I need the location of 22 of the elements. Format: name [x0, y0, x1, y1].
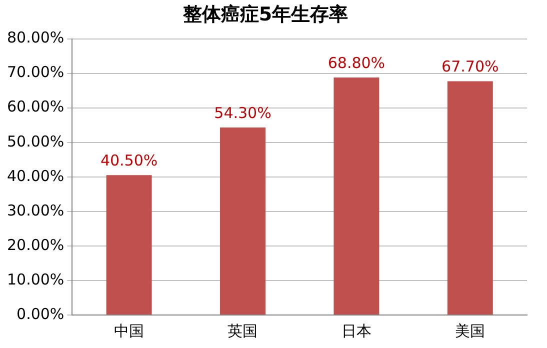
y-tick-label: 80.00%: [6, 28, 64, 47]
bar: [106, 175, 152, 314]
y-tick-label: 70.00%: [6, 63, 64, 82]
y-tick-label: 0.00%: [16, 304, 64, 323]
y-tick-label: 40.00%: [6, 166, 64, 185]
y-tick-label: 30.00%: [6, 201, 64, 220]
data-label: 67.70%: [442, 58, 499, 76]
y-tick-label: 20.00%: [6, 236, 64, 254]
y-tick-label: 50.00%: [6, 132, 64, 150]
x-tick-label: 中国: [114, 322, 144, 340]
data-label: 68.80%: [328, 54, 386, 72]
x-tick-label: 英国: [228, 322, 258, 340]
bar: [447, 81, 493, 314]
x-tick-label: 美国: [455, 322, 486, 340]
bar: [334, 77, 380, 314]
data-label: 40.50%: [100, 152, 158, 170]
y-tick-label: 60.00%: [6, 98, 64, 116]
data-label: 54.30%: [214, 104, 272, 122]
y-tick-label: 10.00%: [6, 270, 64, 288]
x-tick-label: 日本: [341, 322, 372, 340]
chart-title: 整体癌症5年生存率: [182, 3, 348, 26]
bar: [220, 128, 266, 314]
